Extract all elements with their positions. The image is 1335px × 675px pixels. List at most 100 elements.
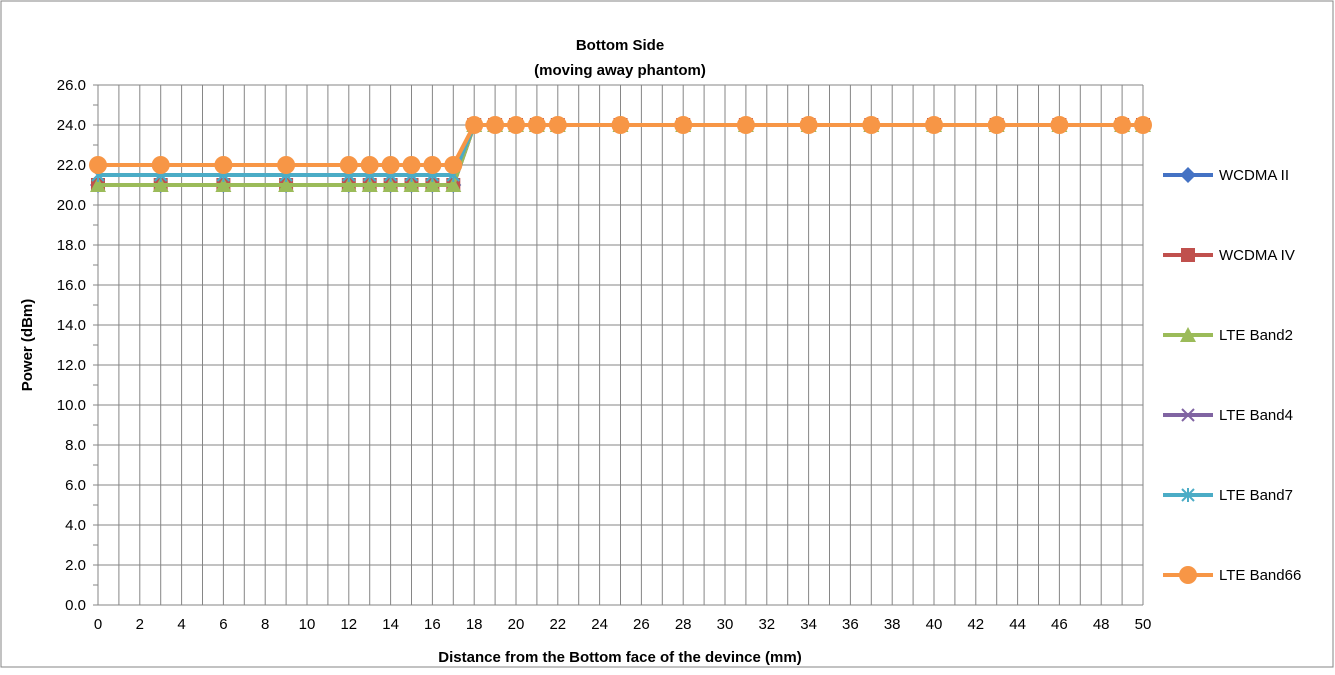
y-tick-label: 4.0 — [65, 517, 86, 534]
data-point-lte-band66 — [360, 156, 379, 174]
x-tick-label: 36 — [842, 616, 859, 633]
data-point-lte-band2 — [403, 177, 420, 192]
x-tick-label: 10 — [299, 616, 316, 633]
x-tick-label: 18 — [466, 616, 483, 633]
data-point-lte-band2 — [215, 177, 232, 192]
y-tick-label: 16.0 — [57, 277, 86, 294]
chart-title: Bottom Side — [576, 37, 664, 54]
x-tick-label: 22 — [549, 616, 566, 633]
x-tick-label: 16 — [424, 616, 441, 633]
y-tick-label: 6.0 — [65, 477, 86, 494]
legend: WCDMA II WCDMA IV LTE Band2 LTE Band4 LTE Ba… — [1163, 167, 1301, 584]
x-tick-label: 6 — [219, 616, 227, 633]
data-point-lte-band66 — [381, 156, 400, 174]
data-point-lte-band2 — [361, 177, 378, 192]
data-point-lte-band66 — [423, 156, 442, 174]
data-point-lte-band66 — [89, 156, 107, 174]
x-tick-label: 4 — [177, 616, 185, 633]
y-tick-label: 10.0 — [57, 397, 86, 414]
data-point-lte-band66 — [339, 156, 358, 174]
legend-label: LTE Band66 — [1219, 567, 1301, 584]
y-tick-label: 0.0 — [65, 597, 86, 614]
data-point-lte-band66 — [444, 156, 463, 174]
data-point-lte-band2 — [152, 177, 169, 192]
x-tick-label: 24 — [591, 616, 608, 633]
legend-label: WCDMA II — [1219, 167, 1289, 184]
x-axis-title: Distance from the Bottom face of the dev… — [438, 649, 801, 666]
legend-marker — [1181, 408, 1195, 422]
data-point-lte-band2 — [90, 177, 106, 192]
x-tick-label: 30 — [717, 616, 734, 633]
legend-label: LTE Band2 — [1219, 327, 1293, 344]
x-tick-label: 50 — [1135, 616, 1152, 633]
data-point-lte-band66 — [402, 156, 421, 174]
data-point-lte-band66 — [1050, 116, 1069, 134]
data-point-lte-band66 — [987, 116, 1006, 134]
x-tick-label: 12 — [340, 616, 357, 633]
legend-item-lte-band66: LTE Band66 — [1163, 566, 1301, 584]
data-point-lte-band2 — [424, 177, 441, 192]
data-point-lte-band66 — [1134, 116, 1152, 134]
grid — [97, 84, 1144, 606]
y-tick-label: 14.0 — [57, 317, 86, 334]
y-tick-label: 8.0 — [65, 437, 86, 454]
axes: 0.0 2.0 4.0 6.0 8.0 10.0 12.0 14.0 16.0 18.0 20.0 2… — [57, 77, 1152, 633]
legend-marker — [1181, 488, 1195, 502]
data-point-lte-band66 — [799, 116, 818, 134]
legend-item-wcdma-iv: WCDMA IV — [1163, 247, 1295, 264]
x-tick-label: 32 — [758, 616, 775, 633]
x-tick-label: 46 — [1051, 616, 1068, 633]
data-point-lte-band66 — [548, 116, 567, 134]
data-point-lte-band66 — [1113, 116, 1132, 134]
y-tick-label: 24.0 — [57, 117, 86, 134]
data-point-lte-band66 — [527, 116, 546, 134]
series-lte-band66 — [89, 116, 1152, 174]
data-point-lte-band66 — [214, 156, 233, 174]
y-tick-label: 22.0 — [57, 157, 86, 174]
legend-label: WCDMA IV — [1219, 247, 1295, 264]
x-tick-label: 8 — [261, 616, 269, 633]
data-point-lte-band66 — [736, 116, 755, 134]
y-tick-label: 2.0 — [65, 557, 86, 574]
data-point-lte-band66 — [862, 116, 881, 134]
legend-marker — [1180, 327, 1196, 342]
data-point-lte-band2 — [382, 177, 399, 192]
data-point-lte-band66 — [611, 116, 630, 134]
data-point-lte-band2 — [278, 177, 295, 192]
legend-item-wcdma-ii: WCDMA II — [1163, 167, 1289, 184]
data-point-lte-band2 — [445, 177, 462, 192]
x-tick-label: 26 — [633, 616, 650, 633]
x-tick-label: 0 — [94, 616, 102, 633]
x-tick-label: 34 — [800, 616, 817, 633]
series-layer — [89, 116, 1152, 193]
y-axis-title: Power (dBm) — [19, 299, 36, 392]
data-point-lte-band66 — [486, 116, 505, 134]
legend-marker — [1180, 167, 1196, 183]
legend-label: LTE Band4 — [1219, 407, 1293, 424]
legend-marker — [1179, 566, 1197, 584]
x-tick-label: 40 — [926, 616, 943, 633]
legend-item-lte-band7: LTE Band7 — [1163, 487, 1293, 504]
data-point-lte-band2 — [340, 177, 357, 192]
legend-item-lte-band4: LTE Band4 — [1163, 407, 1293, 424]
y-tick-label: 26.0 — [57, 77, 86, 94]
chart-subtitle: (moving away phantom) — [534, 62, 706, 79]
data-point-lte-band66 — [925, 116, 943, 134]
x-tick-label: 28 — [675, 616, 692, 633]
x-tick-label: 14 — [382, 616, 399, 633]
y-tick-label: 20.0 — [57, 197, 86, 214]
legend-item-lte-band2: LTE Band2 — [1163, 327, 1293, 344]
y-tick-label: 18.0 — [57, 237, 86, 254]
x-tick-label: 42 — [967, 616, 984, 633]
x-tick-label: 2 — [136, 616, 144, 633]
data-point-lte-band66 — [465, 116, 484, 134]
x-tick-label: 38 — [884, 616, 901, 633]
legend-label: LTE Band7 — [1219, 487, 1293, 504]
data-point-lte-band66 — [277, 156, 296, 174]
x-tick-label: 20 — [508, 616, 525, 633]
data-point-lte-band66 — [507, 116, 525, 134]
legend-marker — [1181, 248, 1195, 262]
data-point-lte-band66 — [151, 156, 170, 174]
